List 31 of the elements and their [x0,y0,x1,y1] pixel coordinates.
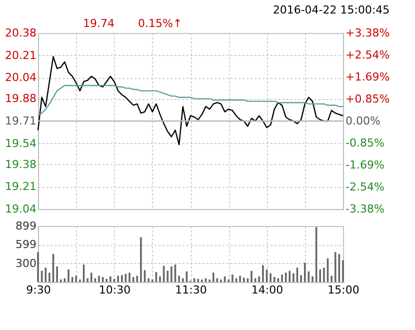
y2-tick-label: -2.54% [346,180,384,194]
y2-tick-label: +2.54% [346,48,390,62]
y2-tick-label: -1.69% [346,158,384,172]
y-tick-label: 19.38 [5,158,36,171]
y2-tick-label: +1.69% [346,70,390,84]
y2-tick-label: +3.38% [346,26,390,40]
x-tick-label: 14:00 [251,284,284,296]
y2-tick-label: +0.85% [346,92,390,106]
y2-tick-label: 0.00% [346,114,380,128]
y-tick-label: 19.21 [5,180,36,194]
y-tick-label: 20.04 [5,71,36,84]
line-series [37,84,344,116]
y2-tick-label: -0.85% [346,136,384,150]
text: 0.15%↑ [138,17,182,30]
line-series [37,56,344,146]
x-tick-label: 11:30 [175,284,207,296]
x-tick-label: 15:00 [328,284,360,296]
y-tick-label: 20.38 [5,26,36,40]
y-tick-label: 20.21 [5,48,36,62]
chart-title: 2016-04-22 15:00:45 [272,4,390,16]
y2-tick-label: -3.38% [346,202,384,216]
y-tick-label: 19.54 [5,136,36,150]
y-tick-label: 19.88 [5,92,36,106]
y-tick-label: 19.04 [5,202,36,216]
x-tick-label: 10:30 [98,284,131,296]
x-tick-label: 9:30 [26,284,51,296]
text: 19.74 [83,17,114,30]
y-tick-label: 599 [16,238,36,252]
y-tick-label: 19.71 [5,114,36,128]
y-tick-label: 899 [16,220,36,232]
y-tick-label: 300 [16,256,36,270]
